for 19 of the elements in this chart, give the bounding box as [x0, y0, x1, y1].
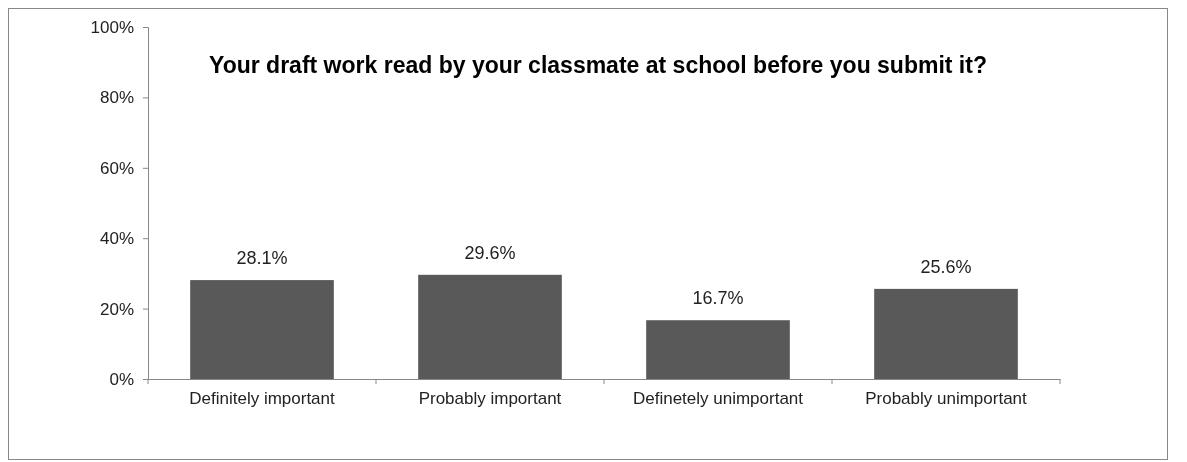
data-label: 16.7% [692, 288, 744, 309]
bar [418, 274, 562, 379]
bar [874, 288, 1018, 379]
text: Your draft work read by your classmate at school before you submit it? [209, 52, 987, 78]
y-tick-label: 60% [99, 158, 134, 178]
y-tick-label: 0% [109, 369, 134, 389]
x-tick-label: Definitely important [189, 389, 336, 408]
y-tick-label: 40% [99, 229, 134, 249]
x-tick-label: Definetely unimportant [632, 389, 804, 408]
x-tick-label: Probably unimportant [865, 389, 1028, 408]
data-label: 25.6% [920, 256, 972, 277]
bar [646, 320, 790, 379]
y-tick-label: 100% [90, 17, 134, 37]
y-tick-label: 20% [99, 299, 134, 319]
data-label: 28.1% [236, 248, 288, 269]
data-label: 29.6% [464, 242, 516, 263]
bar [190, 280, 334, 379]
y-tick-label: 80% [99, 88, 134, 108]
x-tick-label: Probably important [418, 389, 562, 408]
